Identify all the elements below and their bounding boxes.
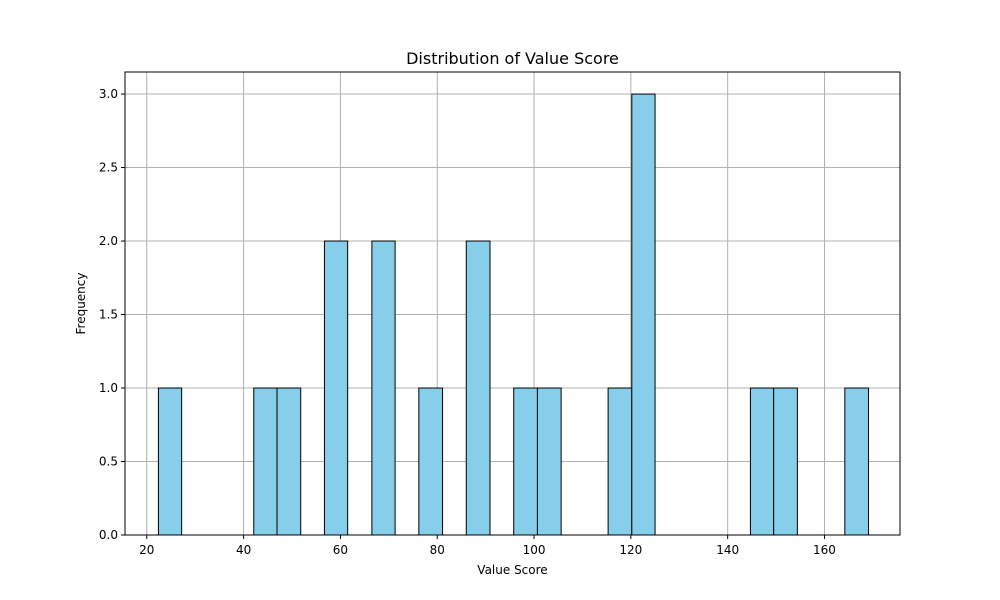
histogram-bar xyxy=(418,387,444,536)
y-tick-label: 1.0 xyxy=(99,381,118,395)
y-tick-label: 0.5 xyxy=(99,455,118,469)
histogram-bar xyxy=(465,240,491,536)
x-tick-label: 140 xyxy=(716,543,739,557)
x-tick-label: 20 xyxy=(139,543,154,557)
histogram-bar xyxy=(536,387,562,536)
histogram-bars xyxy=(157,93,870,536)
x-tick-label: 80 xyxy=(430,543,445,557)
y-tick-label: 2.5 xyxy=(99,161,118,175)
plot-area-frame xyxy=(124,71,901,536)
x-tick-label: 120 xyxy=(619,543,642,557)
axis-ticks: 20 40 60 80 100 120 140 160 0.0 0.5 1.0 1.5 2.0 2.5 3.… xyxy=(99,87,836,557)
x-tick-label: 40 xyxy=(236,543,251,557)
x-tick-label: 160 xyxy=(813,543,836,557)
y-tick-label: 2.0 xyxy=(99,234,118,248)
y-tick-label: 3.0 xyxy=(99,87,118,101)
x-axis-label: Value Score xyxy=(477,563,547,577)
histogram-bar xyxy=(276,387,302,536)
histogram-bar xyxy=(607,387,633,536)
histogram-bar xyxy=(844,387,870,536)
x-tick-label: 60 xyxy=(333,543,348,557)
x-tick-label: 100 xyxy=(523,543,546,557)
y-tick-label: 0.0 xyxy=(99,528,118,542)
histogram-bar xyxy=(631,93,656,536)
histogram-bar xyxy=(513,387,538,536)
histogram-bar xyxy=(749,387,775,536)
histogram-bar xyxy=(773,387,798,536)
histogram-bar xyxy=(253,387,278,536)
y-axis-label: Frequency xyxy=(74,273,88,335)
histogram-bar xyxy=(323,240,349,536)
chart-title: Distribution of Value Score xyxy=(406,49,619,68)
histogram-bar xyxy=(371,240,396,536)
histogram-bar xyxy=(157,387,183,536)
y-tick-label: 1.5 xyxy=(99,308,118,322)
